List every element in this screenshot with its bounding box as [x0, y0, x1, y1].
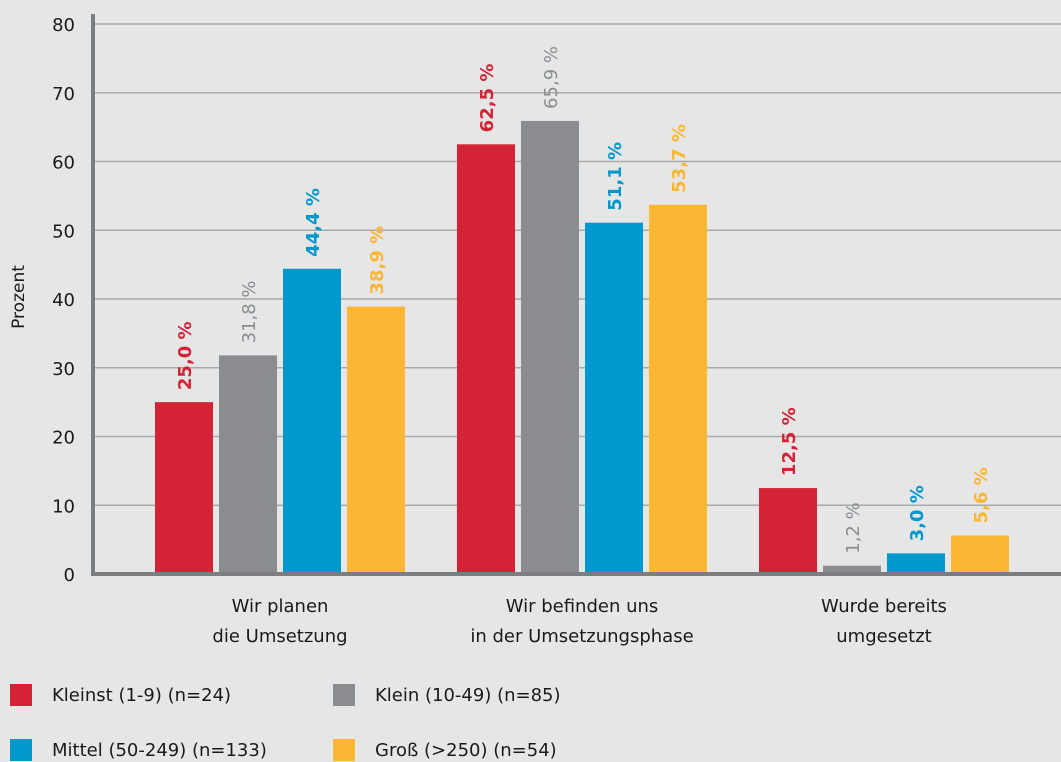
bar [823, 565, 881, 574]
legend-item-kleinst: Kleinst (1-9) (n=24) [10, 684, 231, 706]
x-category-label: die Umsetzung [212, 626, 347, 647]
y-tick-label: 70 [52, 84, 75, 105]
bars: 25,0 % 62,5 % 12,5 % 31,8 % 65,9 % 1,2 % 44,4 … [155, 46, 1009, 574]
legend-label-gross: Groß (>250) (n=54) [375, 739, 557, 761]
data-label: 51,1 % [605, 142, 626, 211]
bar [649, 204, 707, 574]
y-axis-label: Prozent [9, 265, 29, 329]
x-category-label: umgesetzt [836, 626, 931, 647]
data-label: 65,9 % [541, 46, 562, 109]
y-tick-label: 50 [52, 221, 75, 242]
legend-swatch-mittel [10, 739, 32, 761]
bar-chart: 25,0 % 62,5 % 12,5 % 31,8 % 65,9 % 1,2 % 44,4 … [9, 14, 1061, 647]
y-tick-label: 30 [52, 359, 75, 380]
y-tick-label: 60 [52, 153, 75, 174]
data-label: 25,0 % [175, 321, 196, 390]
legend-swatch-gross [333, 739, 355, 761]
data-label: 38,9 % [367, 226, 388, 295]
bar [219, 355, 277, 574]
x-category-label: Wir befinden uns [506, 596, 659, 617]
bar [155, 402, 213, 574]
y-tick-label: 10 [52, 496, 75, 517]
bar [951, 535, 1009, 574]
bar [457, 144, 515, 574]
data-label: 1,2 % [843, 502, 864, 553]
legend-item-klein: Klein (10-49) (n=85) [333, 684, 561, 706]
legend-item-mittel: Mittel (50-249) (n=133) [10, 739, 267, 761]
y-tick-label: 20 [52, 428, 75, 449]
data-label: 5,6 % [971, 467, 992, 523]
x-category-label: Wir planen [232, 596, 329, 617]
bar [283, 268, 341, 574]
legend-label-mittel: Mittel (50-249) (n=133) [52, 739, 267, 761]
legend-label-klein: Klein (10-49) (n=85) [375, 684, 561, 706]
x-category-label: in der Umsetzungsphase [470, 626, 693, 647]
bar [521, 120, 579, 574]
data-label: 31,8 % [239, 280, 260, 343]
legend-swatch-kleinst [10, 684, 32, 706]
bar [759, 488, 817, 574]
data-label: 3,0 % [907, 485, 928, 541]
legend: Kleinst (1-9) (n=24) Klein (10-49) (n=85… [10, 684, 710, 762]
data-label: 12,5 % [779, 407, 800, 476]
y-tick-label: 40 [52, 290, 75, 311]
data-label: 62,5 % [477, 64, 498, 133]
bar [585, 222, 643, 574]
bar [347, 306, 405, 574]
y-tick-label: 80 [52, 15, 75, 36]
y-tick-label: 0 [64, 565, 75, 586]
data-label: 44,4 % [303, 188, 324, 257]
axes: 0 10 20 30 40 50 60 70 80 Wir planen die Umsetzung… [52, 14, 1061, 647]
bar [887, 553, 945, 574]
legend-swatch-klein [333, 684, 355, 706]
x-category-label: Wurde bereits [821, 596, 947, 617]
legend-item-gross: Groß (>250) (n=54) [333, 739, 557, 761]
data-label: 53,7 % [669, 124, 690, 193]
legend-label-kleinst: Kleinst (1-9) (n=24) [52, 684, 232, 706]
